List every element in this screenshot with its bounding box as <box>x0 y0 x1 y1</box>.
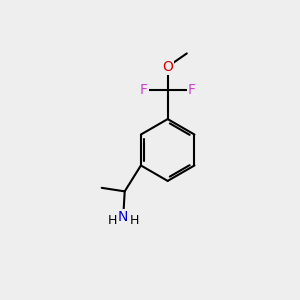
Text: F: F <box>140 82 148 97</box>
Text: O: O <box>162 60 173 74</box>
Text: F: F <box>188 82 196 97</box>
Text: H: H <box>107 214 117 227</box>
Text: H: H <box>130 214 139 227</box>
Text: N: N <box>118 210 128 224</box>
